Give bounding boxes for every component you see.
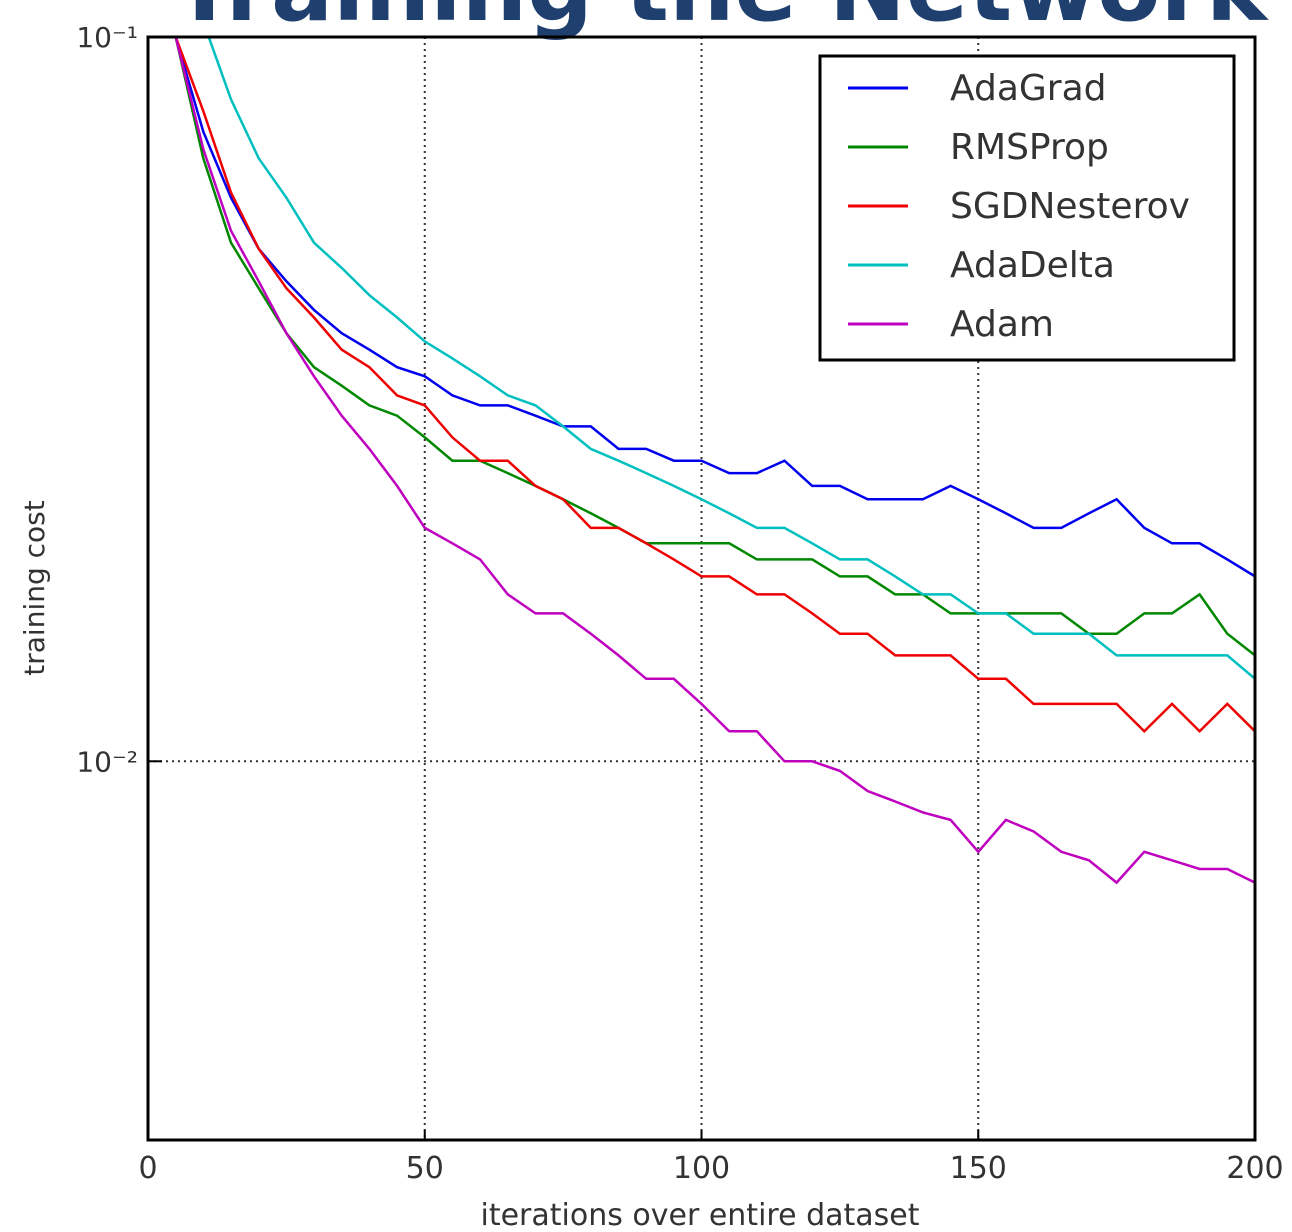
- series-line: [174, 37, 1255, 578]
- legend-label: Adam: [950, 304, 1054, 345]
- series-line: [174, 37, 1255, 885]
- legend-box: [818, 54, 1236, 362]
- x-tick-label: 0: [138, 1151, 157, 1186]
- page-title: Training the Network: [173, 0, 1269, 42]
- x-tick-label: 200: [1226, 1151, 1283, 1186]
- x-tick-label: 50: [406, 1151, 444, 1186]
- legend-label: AdaDelta: [950, 245, 1115, 286]
- y-tick-label: 10⁻²: [76, 745, 138, 778]
- series-line: [207, 37, 1255, 680]
- legend-label: SGDNesterov: [950, 186, 1190, 227]
- y-tick-label: 10⁻¹: [76, 21, 138, 54]
- series-line: [174, 37, 1255, 657]
- legend-label: RMSProp: [950, 127, 1109, 168]
- plot-lines: [174, 37, 1255, 885]
- y-axis-label: training cost: [18, 500, 51, 675]
- plot-frame: [146, 35, 1257, 1142]
- x-tick-label: 150: [950, 1151, 1007, 1186]
- x-tick-label: 100: [673, 1151, 730, 1186]
- series-line: [174, 37, 1255, 734]
- x-axis-label: iterations over entire dataset: [481, 1198, 920, 1232]
- legend-label: AdaGrad: [950, 68, 1107, 109]
